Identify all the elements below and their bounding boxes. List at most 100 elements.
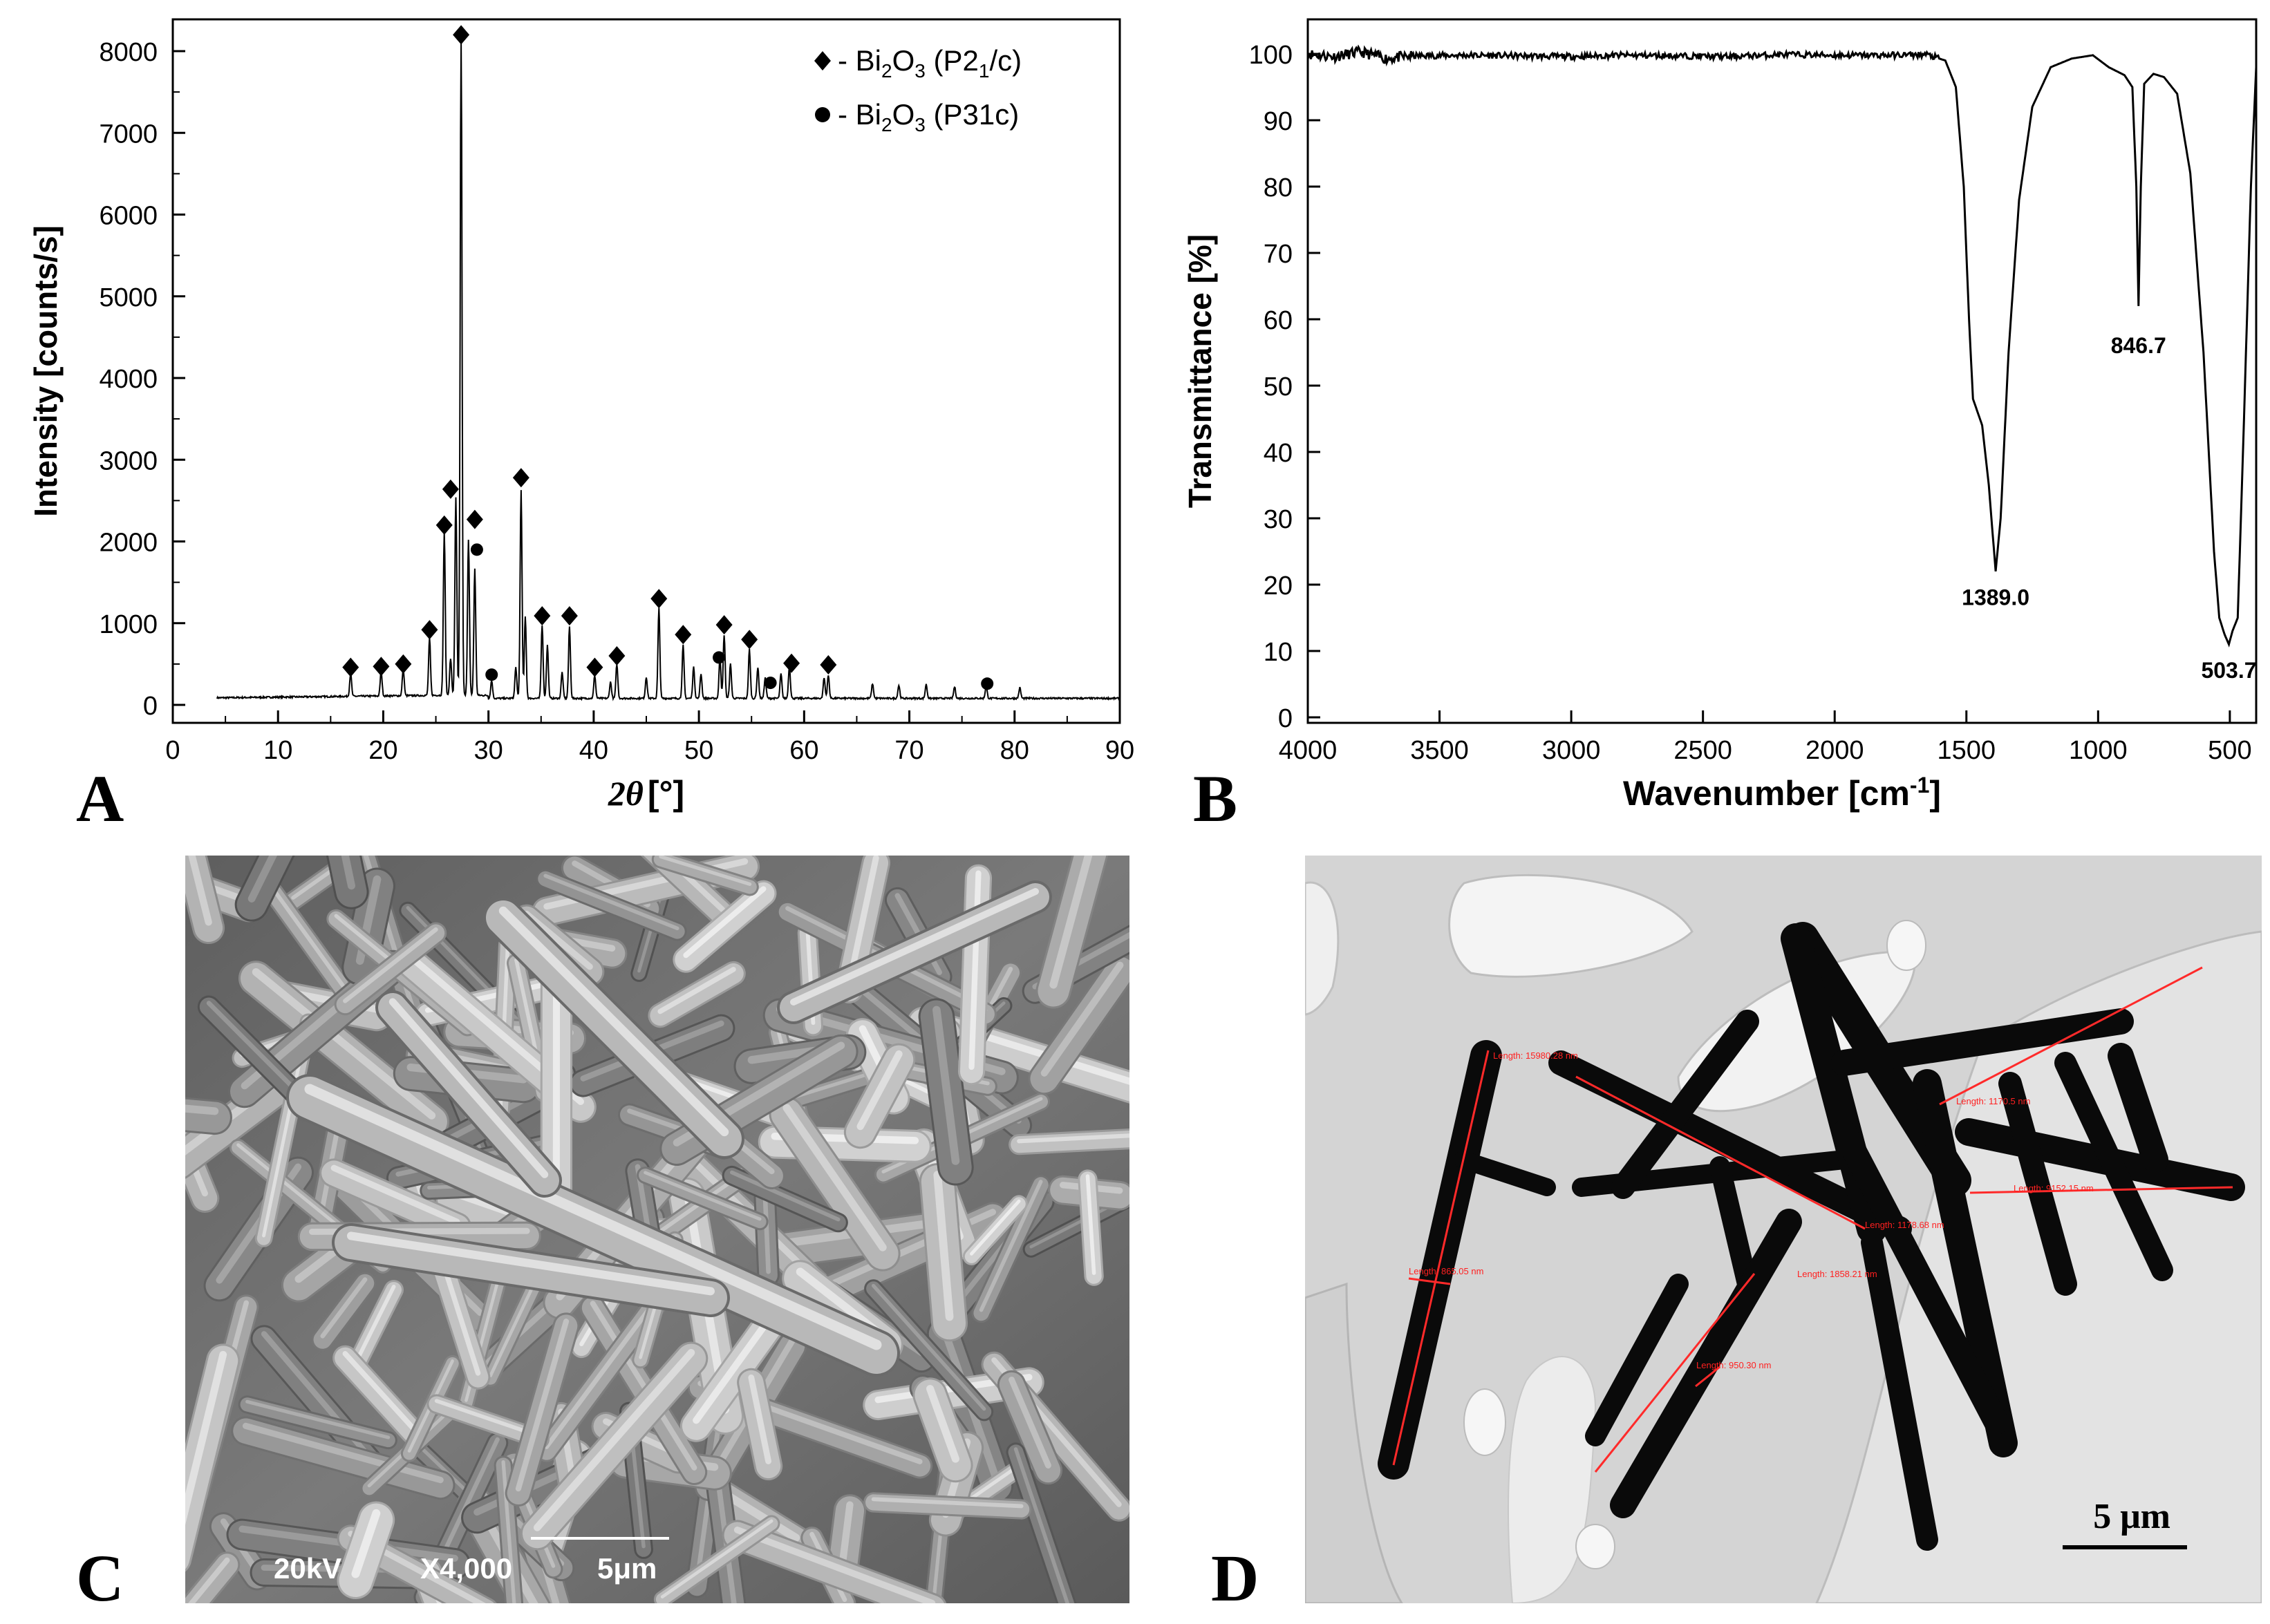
ftir-spectrum-line (1306, 44, 2258, 648)
panel-label-c: C (76, 1541, 124, 1615)
ftir-x-axis-label: Wavenumber [cm-1] (1623, 773, 1941, 813)
xrd-monoclinic-marker (534, 606, 551, 626)
xrd-y-tick-label: 2000 (99, 529, 158, 558)
xrd-y-tick-label: 8000 (99, 38, 158, 67)
xrd-y-tick-label: 7000 (99, 120, 158, 149)
panel-label-a: A (76, 762, 124, 835)
sem-magnification-label: X4,000 (420, 1552, 513, 1585)
xrd-monoclinic-marker (453, 25, 470, 45)
xrd-x-tick-label: 40 (579, 736, 608, 765)
xrd-trigonal-marker (485, 668, 498, 681)
xrd-x-tick-label: 30 (474, 736, 503, 765)
legend-diamond-marker (814, 51, 831, 70)
ftir-peak-annotation: 1389.0 (1962, 585, 2029, 610)
ftir-x-tick-label: 1000 (2069, 736, 2128, 765)
ftir-peak-annotation: 846.7 (2111, 333, 2166, 358)
xrd-x-tick-label: 50 (684, 736, 713, 765)
tem-measurement-label: Length: 1178.68 nm (1865, 1220, 1944, 1230)
xrd-monoclinic-marker (342, 657, 359, 677)
xrd-trigonal-marker (470, 543, 483, 556)
xrd-trigonal-marker (981, 677, 994, 690)
sem-voltage-label: 20kV (274, 1552, 342, 1585)
panel-label-b: B (1193, 762, 1238, 835)
tem-measurement-label: Length: 1858.21 nm (1797, 1269, 1877, 1279)
xrd-trigonal-marker (713, 651, 726, 664)
ftir-peak-annotation: 503.7 (2201, 658, 2256, 683)
xrd-x-tick-label: 60 (789, 736, 818, 765)
xrd-monoclinic-marker (741, 630, 758, 650)
xrd-chart: 0 10 20 30 40 50 60 70 80 90 0 1000 2000 3000 4000 5000… (28, 18, 1134, 813)
ftir-plot-frame (1306, 18, 2258, 724)
xrd-monoclinic-marker (783, 653, 800, 673)
xrd-monoclinic-marker (715, 615, 733, 635)
ftir-y-tick-label: 10 (1264, 638, 1293, 667)
ftir-x-tick-label: 4000 (1279, 736, 1338, 765)
xrd-x-tick-label: 0 (165, 736, 180, 765)
xrd-monoclinic-marker (421, 620, 438, 640)
sem-micrograph: 20kV X4,000 5μm (185, 856, 1129, 1603)
ftir-y-tick-label: 100 (1249, 41, 1293, 70)
ftir-x-tick-label: 2500 (1673, 736, 1732, 765)
ftir-y-tick-label: 20 (1264, 572, 1293, 601)
tem-measurement-label: Length: 1170.5 nm (1956, 1096, 2031, 1106)
tem-measurement-label: Length: 15980.28 nm (1493, 1050, 1578, 1061)
xrd-monoclinic-marker (675, 625, 692, 645)
xrd-x-tick-label: 10 (263, 736, 292, 765)
ftir-y-tick-label: 40 (1264, 439, 1293, 468)
panel-label-d: D (1211, 1541, 1259, 1615)
ftir-x-tick-label: 3000 (1542, 736, 1601, 765)
xrd-y-tick-label: 6000 (99, 202, 158, 231)
xrd-y-tick-label: 0 (143, 692, 158, 721)
xrd-monoclinic-marker (820, 655, 837, 675)
tem-scale-bar (2063, 1545, 2187, 1549)
xrd-monoclinic-marker (512, 468, 529, 488)
ftir-x-tick-label: 2000 (1805, 736, 1864, 765)
tem-measurement-label: Length: 9152.15 nm (2014, 1183, 2094, 1193)
ftir-y-tick-label: 60 (1264, 306, 1293, 335)
xrd-x-tick-label: 70 (894, 736, 923, 765)
tem-rods-illustration (1305, 856, 2262, 1603)
tem-micrograph: Length: 15980.28 nm Length: 1170.5 nm Le… (1305, 856, 2262, 1603)
xrd-monoclinic-marker (650, 589, 668, 609)
ftir-y-tick-label: 30 (1264, 505, 1293, 534)
xrd-monoclinic-marker (466, 509, 483, 529)
xrd-y-tick-label: 4000 (99, 365, 158, 394)
legend-trigonal-label: - Bi2O3 (P31c) (838, 98, 1019, 135)
ftir-y-tick-label: 80 (1264, 173, 1293, 202)
ftir-x-tick-label: 1500 (1938, 736, 1996, 765)
xrd-monoclinic-marker (373, 657, 390, 677)
xrd-y-tick-label: 1000 (99, 610, 158, 639)
xrd-y-tick-label: 3000 (99, 446, 158, 475)
xrd-monoclinic-marker (395, 654, 412, 674)
xrd-x-tick-label: 90 (1105, 736, 1134, 765)
ftir-chart: 4000 3500 3000 2500 2000 1500 1000 500 0 10 20 30 40… (1182, 18, 2258, 813)
ftir-y-axis-label: Transmittance [%] (1182, 234, 1218, 508)
ftir-y-tick-label: 70 (1264, 240, 1293, 269)
xrd-y-axis-label: Intensity [counts/s] (28, 225, 64, 517)
xrd-monoclinic-marker (608, 646, 626, 666)
sem-scale-label: 5μm (597, 1552, 657, 1585)
ftir-x-tick-label: 500 (2208, 736, 2251, 765)
sem-rods-illustration (185, 856, 1129, 1603)
xrd-legend: - Bi2O3 (P21/c) - Bi2O3 (P31c) (814, 44, 1022, 135)
xrd-x-axis-label: 2θ [°] (608, 774, 684, 813)
tem-scale-label: 5 μm (2093, 1497, 2170, 1536)
xrd-x-tick-label: 20 (368, 736, 397, 765)
ftir-y-tick-label: 50 (1264, 372, 1293, 402)
legend-circle-marker (815, 107, 830, 122)
tem-measurement-label: Length: 950.30 nm (1696, 1360, 1772, 1370)
xrd-monoclinic-marker (435, 515, 453, 535)
ftir-y-tick-label: 90 (1264, 107, 1293, 136)
xrd-monoclinic-marker (442, 479, 459, 499)
xrd-x-tick-label: 80 (1000, 736, 1029, 765)
legend-monoclinic-label: - Bi2O3 (P21/c) (838, 44, 1022, 82)
sem-scale-bar (531, 1537, 669, 1540)
xrd-y-tick-label: 5000 (99, 283, 158, 312)
xrd-trigonal-marker (764, 677, 777, 690)
xrd-monoclinic-marker (561, 606, 578, 626)
ftir-y-tick-label: 0 (1278, 704, 1293, 733)
xrd-monoclinic-marker (586, 657, 603, 677)
ftir-x-tick-label: 3500 (1410, 736, 1469, 765)
tem-measurement-label: Length: 865.05 nm (1409, 1266, 1484, 1276)
xrd-pattern-line (216, 40, 1120, 701)
